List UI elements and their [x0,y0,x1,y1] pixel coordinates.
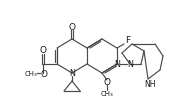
Text: F: F [125,36,131,45]
Text: O: O [68,22,76,31]
Text: N: N [114,60,120,69]
Text: O: O [39,46,47,55]
Text: CH₃: CH₃ [101,90,113,96]
Text: O: O [41,70,47,79]
Text: CH₃: CH₃ [25,70,37,76]
Text: N: N [69,69,75,78]
Text: O: O [103,78,111,87]
Text: N: N [127,60,133,69]
Text: NH: NH [144,80,156,89]
